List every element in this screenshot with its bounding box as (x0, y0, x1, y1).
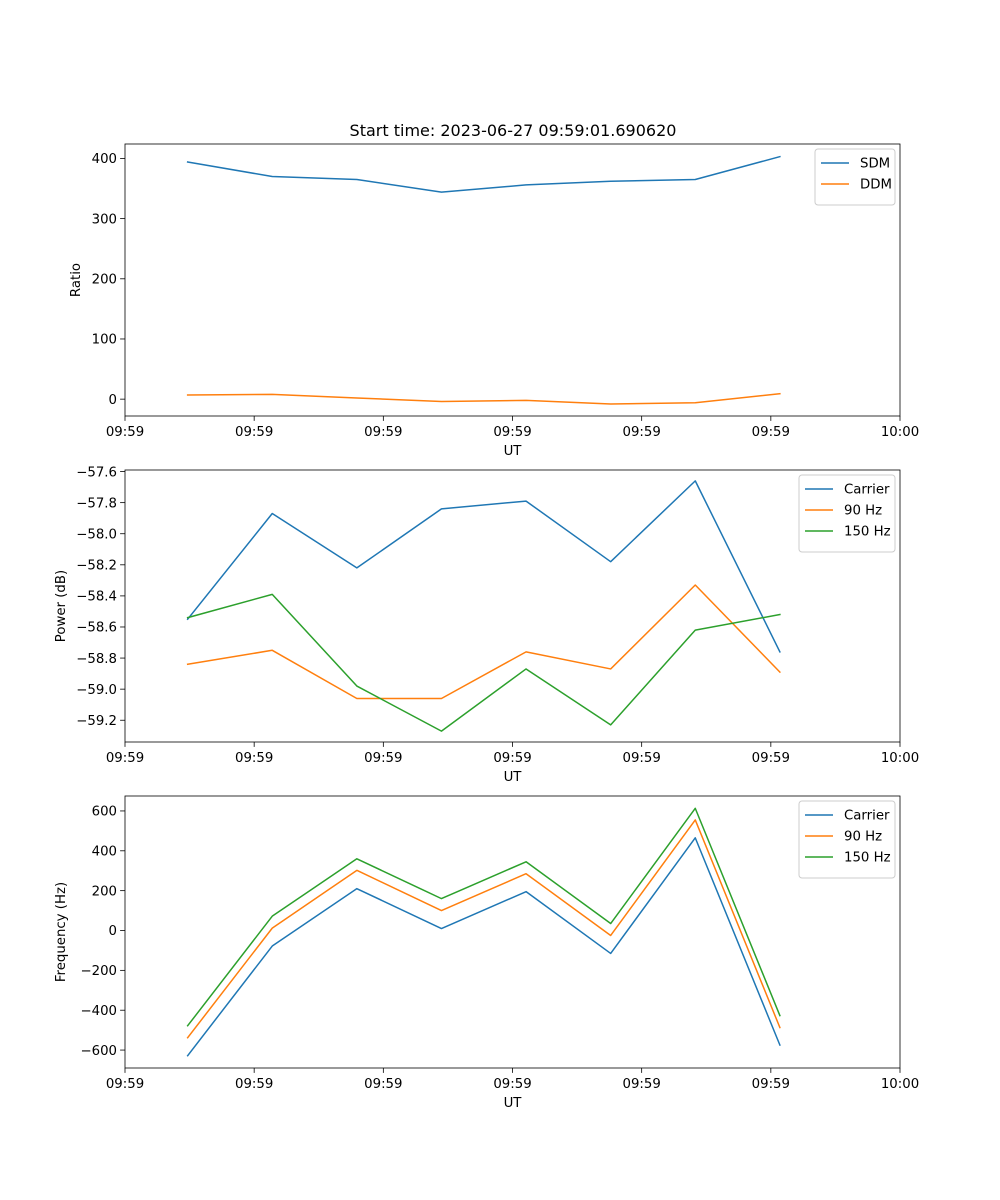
power-x-tick-label: 09:59 (364, 751, 402, 766)
frequency-y-axis-label: Frequency (Hz) (54, 882, 69, 982)
ratio-y-tick-label: 100 (92, 333, 117, 348)
power-x-axis-label: UT (504, 770, 523, 785)
ratio-x-tick-label: 09:59 (752, 425, 790, 440)
power-x-tick-label: 10:00 (881, 751, 919, 766)
power-x-tick-label: 09:59 (752, 751, 790, 766)
ratio-x-tick-label: 09:59 (106, 425, 144, 440)
power-y-tick-label: −58.2 (76, 559, 117, 574)
power-series-line-2 (186, 584, 781, 700)
power-legend (798, 474, 896, 553)
frequency-series-line-3 (186, 807, 781, 1027)
ratio-x-tick-label: 09:59 (364, 425, 402, 440)
power-y-tick-label: −58.4 (76, 590, 117, 605)
frequency-x-axis-label: UT (504, 1096, 523, 1111)
frequency-legend-label-1: Carrier (844, 809, 890, 824)
frequency-x-tick-label: 09:59 (106, 1077, 144, 1092)
frequency-y-tick-label: 600 (92, 805, 117, 820)
power-panel: 09:59 09:59 09:59 09:59 09:59 09:59 10:00 −57.6… (54, 465, 919, 785)
frequency-y-tick-label: −600 (80, 1044, 117, 1059)
power-legend-label-3: 150 Hz (844, 525, 891, 540)
power-x-tick-label: 09:59 (493, 751, 531, 766)
frequency-panel: 09:59 09:59 09:59 09:59 09:59 09:59 10:00 −600 −… (54, 795, 919, 1111)
frequency-series-line-1 (186, 837, 781, 1057)
frequency-legend-label-2: 90 Hz (844, 830, 882, 845)
ratio-legend-label-1: SDM (860, 157, 890, 172)
power-x-tick-label: 09:59 (235, 751, 273, 766)
ratio-x-tick-label: 09:59 (623, 425, 661, 440)
frequency-x-tick-label: 10:00 (881, 1077, 919, 1092)
ratio-y-axis-label: Ratio (69, 263, 84, 297)
power-y-tick-label: −59.0 (76, 683, 117, 698)
power-y-tick-label: −58.8 (76, 652, 117, 667)
figure-title: Start time: 2023-06-27 09:59:01.690620 (350, 121, 677, 140)
frequency-y-tick-label: −200 (80, 964, 117, 979)
power-series-line-3 (186, 593, 781, 732)
ratio-y-tick-label: 300 (92, 212, 117, 227)
power-y-tick-label: −58.6 (76, 621, 117, 636)
frequency-x-tick-label: 09:59 (364, 1077, 402, 1092)
ratio-x-tick-label: 09:59 (235, 425, 273, 440)
power-x-tick-label: 09:59 (106, 751, 144, 766)
frequency-x-tick-label: 09:59 (623, 1077, 661, 1092)
power-legend-label-1: Carrier (844, 483, 890, 498)
ratio-series-line-1 (186, 155, 781, 193)
frequency-x-tick-label: 09:59 (752, 1077, 790, 1092)
ratio-y-tick-label: 0 (109, 393, 117, 408)
frequency-y-tick-label: 200 (92, 884, 117, 899)
frequency-series-line-2 (186, 819, 781, 1039)
power-series-line-1 (186, 480, 781, 653)
ratio-legend-label-2: DDM (860, 178, 892, 193)
power-y-tick-label: −59.2 (76, 714, 117, 729)
ratio-panel: 09:59 09:59 09:59 09:59 09:59 09:59 10:00 0 100 2… (69, 143, 919, 459)
ratio-x-axis-label: UT (504, 444, 523, 459)
ratio-series-line-2 (186, 392, 781, 405)
frequency-y-tick-label: −400 (80, 1004, 117, 1019)
power-y-tick-label: −57.8 (76, 496, 117, 511)
power-y-axis-label: Power (dB) (54, 570, 69, 642)
ratio-x-tick-label: 09:59 (493, 425, 531, 440)
ratio-y-tick-label: 400 (92, 152, 117, 167)
frequency-x-tick-label: 09:59 (235, 1077, 273, 1092)
frequency-x-tick-label: 09:59 (493, 1077, 531, 1092)
power-legend-label-2: 90 Hz (844, 504, 882, 519)
frequency-y-tick-label: 0 (109, 924, 117, 939)
ratio-y-tick-label: 200 (92, 272, 117, 287)
frequency-legend (798, 800, 896, 879)
power-x-tick-label: 09:59 (623, 751, 661, 766)
frequency-legend-label-3: 150 Hz (844, 851, 891, 866)
power-y-tick-label: −58.0 (76, 527, 117, 542)
frequency-y-tick-label: 400 (92, 844, 117, 859)
power-y-tick-label: −57.6 (76, 465, 117, 480)
ratio-x-tick-label: 10:00 (881, 425, 919, 440)
